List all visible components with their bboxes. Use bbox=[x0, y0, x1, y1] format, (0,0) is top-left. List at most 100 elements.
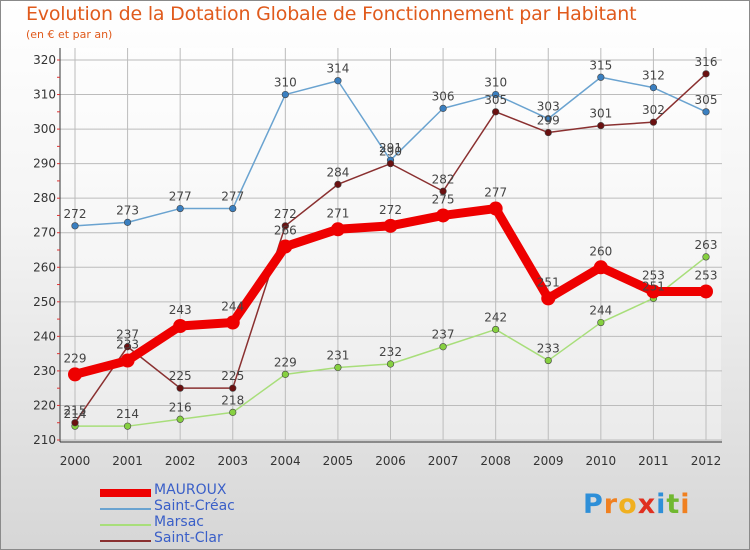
x-tick-label: 2003 bbox=[217, 454, 248, 468]
data-label-marsac: 214 bbox=[116, 407, 139, 421]
logo-letter: o bbox=[618, 489, 638, 520]
data-label-mauroux: 229 bbox=[64, 351, 87, 365]
data-label-saint-cr-ac: 312 bbox=[642, 69, 665, 83]
data-point-mauroux bbox=[593, 260, 608, 275]
y-tick-label: 290 bbox=[33, 157, 56, 171]
logo-letter: P bbox=[583, 489, 604, 520]
logo-letter: i bbox=[656, 489, 667, 520]
data-label-saint-cr-ac: 273 bbox=[116, 203, 139, 217]
data-point-mauroux bbox=[330, 222, 345, 237]
y-tick-label: 310 bbox=[33, 88, 56, 102]
data-label-saint-clar: 301 bbox=[589, 107, 612, 121]
legend-label: Saint-Créac bbox=[154, 498, 235, 514]
data-label-saint-cr-ac: 315 bbox=[589, 58, 612, 72]
legend-swatch bbox=[100, 540, 151, 542]
data-point-saint-cr-ac bbox=[439, 104, 447, 112]
data-label-saint-cr-ac: 277 bbox=[221, 190, 244, 204]
data-point-saint-cr-ac bbox=[492, 90, 500, 99]
data-point-saint-clar bbox=[492, 108, 500, 116]
data-label-saint-clar: 225 bbox=[169, 369, 192, 383]
data-label-mauroux: 277 bbox=[484, 186, 507, 200]
x-tick-label: 2008 bbox=[480, 454, 511, 468]
x-tick-label: 2011 bbox=[638, 454, 669, 468]
data-labels: 272 273 277 277 310 314 291 306 310 303 315 312 305 2… bbox=[64, 55, 718, 421]
data-label-mauroux: 275 bbox=[432, 192, 455, 206]
x-tick-label: 2000 bbox=[60, 454, 91, 468]
data-point-mauroux bbox=[68, 367, 82, 382]
data-label-mauroux: 253 bbox=[642, 268, 665, 282]
data-point-saint-cr-ac bbox=[702, 108, 710, 116]
data-label-marsac: 263 bbox=[695, 238, 718, 252]
data-point-marsac bbox=[439, 343, 447, 351]
logo-letter: i bbox=[680, 489, 691, 520]
legend-label: MAUROUX bbox=[154, 482, 227, 498]
data-point-saint-clar bbox=[386, 160, 395, 168]
x-tick-label: 2001 bbox=[112, 454, 143, 468]
data-point-saint-cr-ac bbox=[71, 222, 79, 230]
data-point-saint-clar bbox=[229, 384, 237, 392]
data-label-marsac: 216 bbox=[169, 400, 192, 414]
legend-label: Marsac bbox=[154, 514, 204, 530]
data-point-mauroux bbox=[436, 208, 451, 223]
data-label-marsac: 218 bbox=[221, 393, 244, 407]
data-point-marsac bbox=[702, 253, 710, 261]
data-point-marsac bbox=[597, 318, 605, 327]
data-point-mauroux bbox=[699, 284, 713, 299]
data-point-mauroux bbox=[225, 315, 240, 330]
data-label-saint-cr-ac: 310 bbox=[274, 76, 297, 90]
data-point-mauroux bbox=[646, 284, 661, 299]
y-tick-label: 280 bbox=[33, 191, 56, 205]
data-label-saint-cr-ac: 305 bbox=[695, 93, 718, 107]
y-tick-label: 260 bbox=[33, 260, 56, 274]
data-label-marsac: 233 bbox=[537, 342, 560, 356]
data-label-saint-cr-ac: 303 bbox=[537, 100, 560, 114]
data-label-saint-cr-ac: 314 bbox=[326, 62, 349, 76]
x-tick-label: 2004 bbox=[270, 454, 301, 468]
data-point-saint-clar bbox=[544, 128, 552, 137]
logo-letter: t bbox=[666, 489, 681, 520]
data-label-marsac: 244 bbox=[589, 304, 612, 318]
data-label-saint-cr-ac: 306 bbox=[432, 89, 455, 103]
data-label-marsac: 229 bbox=[274, 355, 297, 369]
data-label-saint-clar: 215 bbox=[64, 404, 87, 418]
logo-letter: r bbox=[603, 489, 619, 520]
data-point-saint-cr-ac bbox=[176, 204, 184, 213]
legend-label: Saint-Clar bbox=[154, 530, 223, 546]
data-point-mauroux bbox=[278, 239, 293, 254]
x-tick-label: 2010 bbox=[586, 454, 617, 468]
y-tick-label: 210 bbox=[33, 433, 56, 447]
data-label-mauroux: 253 bbox=[695, 268, 718, 282]
x-tick-label: 2005 bbox=[323, 454, 354, 468]
data-point-marsac bbox=[281, 370, 289, 378]
data-label-saint-clar: 316 bbox=[695, 55, 718, 69]
data-point-saint-clar bbox=[597, 122, 605, 130]
data-label-saint-clar: 299 bbox=[537, 114, 560, 128]
data-point-saint-clar bbox=[123, 343, 132, 351]
data-label-saint-clar: 284 bbox=[326, 165, 349, 179]
data-point-mauroux bbox=[120, 353, 135, 368]
data-point-mauroux bbox=[488, 201, 503, 216]
data-point-marsac bbox=[229, 408, 237, 416]
data-label-mauroux: 260 bbox=[589, 244, 612, 258]
data-point-marsac bbox=[386, 360, 395, 368]
data-label-saint-cr-ac: 277 bbox=[169, 190, 192, 204]
x-tick-label: 2009 bbox=[533, 454, 564, 468]
proxiti-logo: Proxiti bbox=[583, 489, 691, 520]
data-point-marsac bbox=[123, 422, 132, 430]
data-point-saint-clar bbox=[702, 70, 710, 78]
y-tick-label: 230 bbox=[33, 364, 56, 378]
data-point-marsac bbox=[176, 415, 184, 423]
data-point-marsac bbox=[544, 356, 552, 365]
data-point-saint-cr-ac bbox=[649, 84, 658, 92]
data-point-mauroux bbox=[541, 291, 556, 306]
data-label-saint-cr-ac: 291 bbox=[379, 141, 402, 155]
chart-title: Evolution de la Dotation Globale de Fonc… bbox=[26, 3, 637, 25]
data-label-marsac: 237 bbox=[432, 328, 455, 342]
data-label-saint-clar: 272 bbox=[274, 207, 297, 221]
data-label-marsac: 231 bbox=[326, 348, 349, 362]
data-label-mauroux: 243 bbox=[169, 303, 192, 317]
logo-letter: x bbox=[637, 489, 657, 520]
data-label-saint-clar: 237 bbox=[116, 328, 139, 342]
data-label-mauroux: 233 bbox=[116, 338, 139, 352]
